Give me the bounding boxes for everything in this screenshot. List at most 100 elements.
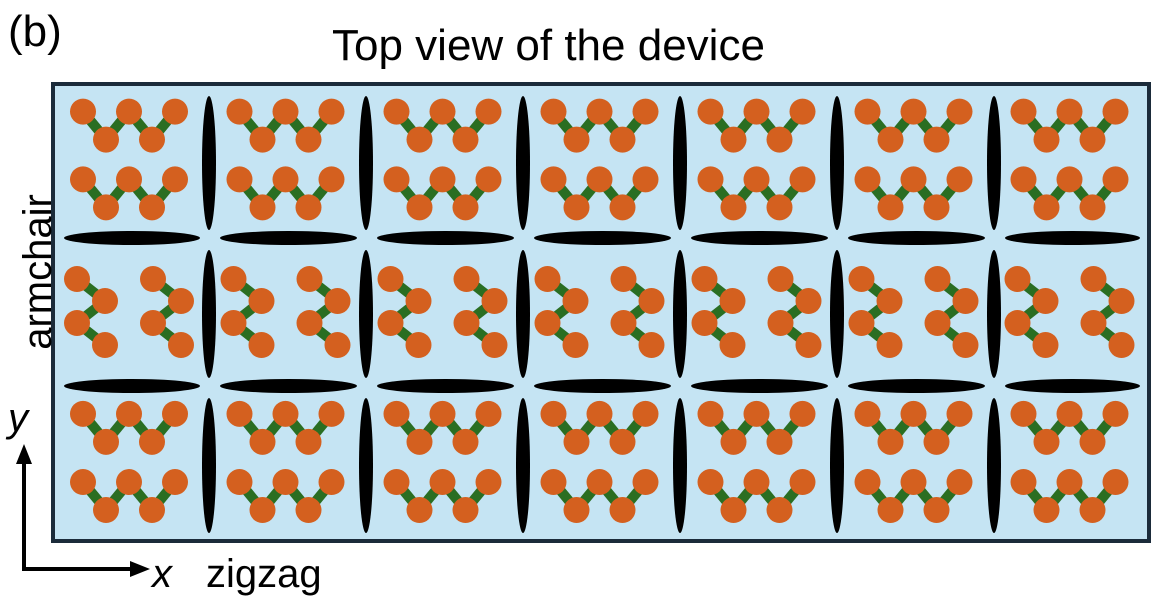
atom (1079, 428, 1106, 455)
atom (632, 400, 659, 427)
horizontal-slot (534, 231, 671, 245)
atom (876, 332, 903, 358)
atom (429, 469, 456, 496)
atom (93, 126, 119, 153)
atom (453, 310, 480, 336)
atom (481, 332, 508, 358)
atom (795, 332, 822, 358)
atom (1102, 98, 1129, 125)
atom (848, 310, 875, 336)
unit-cell (226, 98, 345, 221)
atom (272, 469, 299, 496)
atom (540, 400, 567, 427)
unit-cell (540, 400, 659, 524)
atom (900, 98, 927, 125)
atom (691, 310, 718, 336)
vertical-slot (359, 96, 373, 230)
atom (93, 428, 119, 455)
atom (1056, 400, 1083, 427)
unit-cells (64, 98, 1135, 524)
atom (93, 194, 119, 221)
atom (92, 288, 118, 314)
atom (1056, 469, 1083, 496)
atom (638, 288, 665, 314)
atom (1102, 166, 1129, 193)
atom (766, 428, 793, 455)
vertical-slot (202, 398, 216, 533)
atom (406, 126, 433, 153)
atom (877, 497, 904, 524)
atom (1056, 166, 1083, 193)
atom (854, 166, 881, 193)
y-axis-label: y (8, 396, 28, 440)
diagram-title: Top view of the device (332, 21, 765, 70)
atom (162, 469, 188, 496)
atom (1079, 497, 1106, 524)
atom (383, 400, 410, 427)
atom (848, 266, 875, 292)
atom (952, 332, 979, 358)
vertical-slot (516, 398, 530, 533)
atom (1102, 400, 1129, 427)
atom (632, 469, 659, 496)
vertical-slot (202, 96, 216, 230)
atom (1108, 332, 1135, 358)
atom (140, 266, 166, 292)
atom (226, 400, 253, 427)
atom (429, 400, 456, 427)
atom (139, 126, 165, 153)
atom (139, 194, 165, 221)
vertical-slot (830, 398, 844, 533)
atom (1032, 288, 1059, 314)
horizontal-slot (377, 379, 514, 393)
atom (383, 469, 410, 496)
atom (116, 166, 142, 193)
atom (609, 428, 636, 455)
atom (946, 166, 973, 193)
atom (377, 310, 404, 336)
atom (168, 332, 194, 358)
atom (226, 98, 253, 125)
atom (632, 98, 659, 125)
atom (70, 98, 96, 125)
atom (946, 400, 973, 427)
atom (1079, 194, 1106, 221)
atom (697, 400, 724, 427)
atom (405, 332, 432, 358)
atom (534, 310, 561, 336)
atom (405, 288, 432, 314)
vertical-slot (987, 398, 1001, 533)
atom (540, 469, 567, 496)
unit-cell (70, 400, 188, 524)
atom (789, 98, 816, 125)
atom (475, 166, 502, 193)
atom (1033, 497, 1060, 524)
atom (632, 166, 659, 193)
unit-cell (534, 266, 665, 358)
atom (900, 469, 927, 496)
atom (139, 497, 165, 524)
atom (743, 166, 770, 193)
atom (475, 469, 502, 496)
atom (923, 497, 950, 524)
atom (1010, 166, 1037, 193)
atom (453, 266, 480, 292)
atom (406, 497, 433, 524)
horizontal-slot (64, 231, 200, 245)
atom (475, 400, 502, 427)
atom (140, 310, 166, 336)
atom (429, 98, 456, 125)
atom (70, 400, 96, 427)
atom (743, 469, 770, 496)
horizontal-slot (1005, 231, 1140, 245)
vertical-slot (987, 96, 1001, 230)
atom (562, 288, 589, 314)
horizontal-slot (848, 379, 985, 393)
vertical-slot (516, 96, 530, 230)
vertical-slot (359, 398, 373, 533)
atom (116, 400, 142, 427)
atom (563, 194, 590, 221)
atom (1080, 266, 1107, 292)
atom (534, 266, 561, 292)
atom (609, 126, 636, 153)
